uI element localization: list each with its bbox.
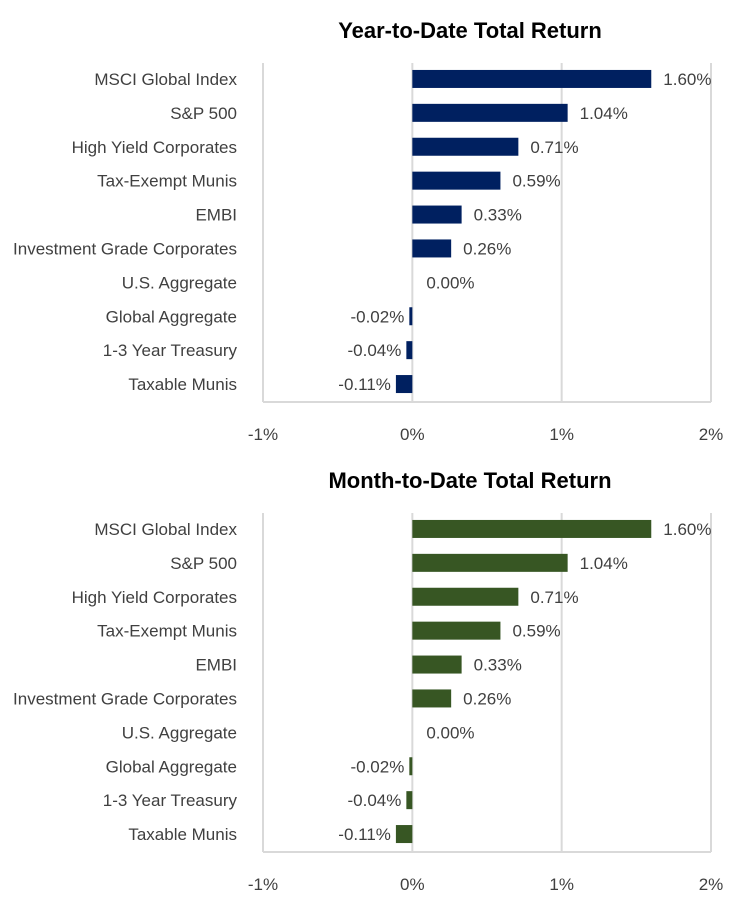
bar (412, 103, 568, 122)
bar (412, 621, 501, 640)
bar (412, 655, 462, 674)
data-label: -0.11% (338, 825, 391, 844)
x-tick-label: 1% (549, 875, 574, 894)
x-tick-label: 0% (400, 875, 425, 894)
category-label: Tax-Exempt Munis (97, 622, 237, 641)
bar (412, 171, 501, 190)
bar (412, 205, 462, 224)
chart-title: Year-to-Date Total Return (338, 18, 602, 43)
data-label: -0.02% (350, 757, 404, 776)
bar (409, 757, 413, 776)
bar (412, 239, 452, 258)
category-label: Taxable Munis (128, 375, 237, 394)
data-label: -0.04% (347, 791, 401, 810)
category-label: High Yield Corporates (72, 138, 237, 157)
bar (412, 519, 652, 538)
data-label: 0.59% (512, 622, 560, 641)
x-tick-label: -1% (248, 875, 278, 894)
data-label: 0.59% (512, 172, 560, 191)
category-label: Investment Grade Corporates (13, 689, 237, 708)
x-tick-label: 2% (699, 875, 724, 894)
category-label: Tax-Exempt Munis (97, 172, 237, 191)
x-tick-label: 1% (549, 425, 574, 444)
ytd-chart: Year-to-Date Total Return -1% 0% 1% 2% MSCI G… (13, 18, 723, 444)
data-label: 0.33% (474, 206, 522, 225)
data-label: 0.33% (474, 656, 522, 675)
category-label: EMBI (195, 656, 237, 675)
data-label: 0.71% (530, 138, 578, 157)
chart-title: Month-to-Date Total Return (328, 468, 611, 493)
x-tick-label: -1% (248, 425, 278, 444)
data-label: 0.00% (426, 723, 474, 742)
bar (412, 689, 452, 708)
category-label: 1-3 Year Treasury (103, 791, 238, 810)
bar (395, 825, 413, 844)
data-label: 1.04% (580, 554, 628, 573)
x-tick-label: 0% (400, 425, 425, 444)
category-label: Global Aggregate (106, 757, 237, 776)
bar (395, 375, 413, 394)
category-label: 1-3 Year Treasury (103, 341, 238, 360)
bar (406, 341, 413, 360)
category-label: EMBI (195, 206, 237, 225)
category-label: Taxable Munis (128, 825, 237, 844)
category-label: S&P 500 (170, 104, 237, 123)
data-label: 0.00% (426, 273, 474, 292)
bar (409, 307, 413, 326)
data-label: 0.71% (530, 588, 578, 607)
category-label: Investment Grade Corporates (13, 239, 237, 258)
bar (412, 553, 568, 572)
category-label: MSCI Global Index (94, 520, 237, 539)
category-label: Global Aggregate (106, 307, 237, 326)
bar (412, 587, 519, 606)
bar (406, 791, 413, 810)
data-label: 1.60% (663, 70, 711, 89)
category-label: S&P 500 (170, 554, 237, 573)
category-label: U.S. Aggregate (122, 723, 237, 742)
category-label: U.S. Aggregate (122, 273, 237, 292)
category-label: MSCI Global Index (94, 70, 237, 89)
mtd-chart: Month-to-Date Total Return -1% 0% 1% 2% MSCI … (13, 468, 723, 894)
data-label: -0.02% (350, 307, 404, 326)
data-label: 0.26% (463, 239, 511, 258)
data-label: 0.26% (463, 689, 511, 708)
data-label: 1.04% (580, 104, 628, 123)
data-label: -0.04% (347, 341, 401, 360)
bar (412, 69, 652, 88)
x-tick-label: 2% (699, 425, 724, 444)
category-label: High Yield Corporates (72, 588, 237, 607)
bar (412, 137, 519, 156)
data-label: 1.60% (663, 520, 711, 539)
data-label: -0.11% (338, 375, 391, 394)
